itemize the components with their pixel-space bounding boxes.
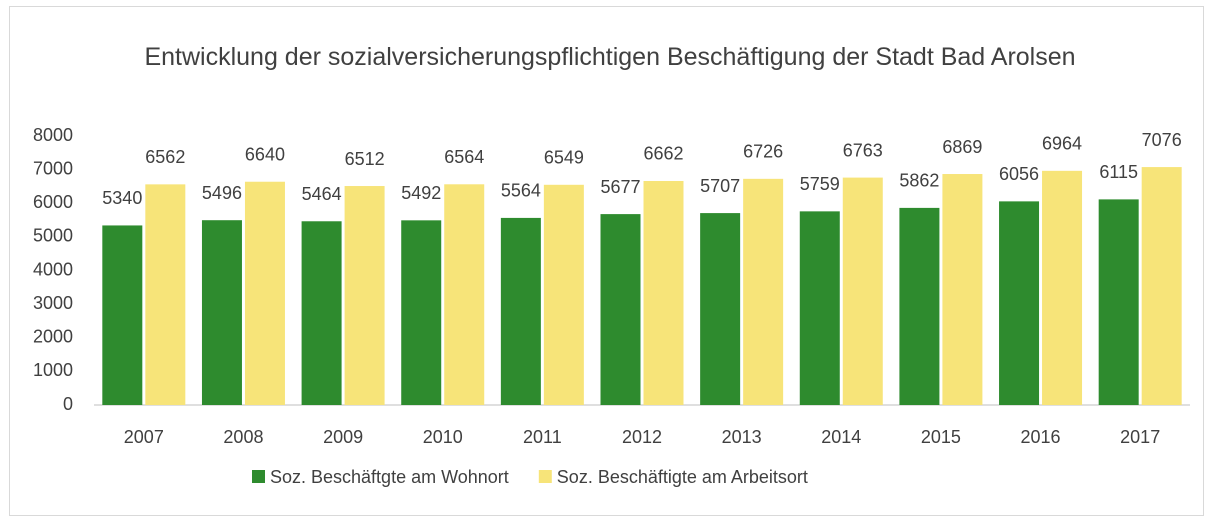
data-label: 6763 <box>843 140 883 160</box>
data-label: 6640 <box>245 144 285 164</box>
y-tick-label: 8000 <box>33 125 73 145</box>
data-label-bg <box>992 164 1047 187</box>
bar <box>500 217 541 405</box>
data-label-bg <box>835 140 890 163</box>
legend-swatch <box>538 470 552 483</box>
y-tick-label: 1000 <box>33 360 73 380</box>
bar <box>1098 199 1139 405</box>
data-label: 5492 <box>401 183 441 203</box>
data-label: 5862 <box>899 171 939 191</box>
data-label-bg <box>892 170 947 193</box>
bar <box>1141 167 1182 405</box>
bar <box>344 186 385 405</box>
bar <box>543 184 584 405</box>
data-label: 6662 <box>643 144 683 164</box>
y-tick-label: 6000 <box>33 192 73 212</box>
data-label-bg <box>1134 130 1189 153</box>
bar <box>743 178 784 405</box>
y-tick-label: 0 <box>63 394 73 414</box>
y-tick-label: 2000 <box>33 327 73 347</box>
bar <box>842 177 883 405</box>
data-label: 5677 <box>600 177 640 197</box>
data-label-bg <box>194 183 249 206</box>
data-label: 6549 <box>544 148 584 168</box>
chart-frame <box>9 6 1204 516</box>
data-label: 7076 <box>1142 130 1182 150</box>
y-tick-label: 7000 <box>33 158 73 178</box>
legend-label: Soz. Beschäftigte am Arbeitsort <box>557 467 808 487</box>
data-label-bg <box>337 149 392 172</box>
bar <box>999 201 1040 405</box>
data-label: 5464 <box>302 184 342 204</box>
y-tick-label: 3000 <box>33 293 73 313</box>
x-tick-label: 2009 <box>323 427 363 447</box>
data-label-bg <box>935 137 990 160</box>
legend-swatch <box>252 470 265 483</box>
bar <box>301 221 342 405</box>
x-tick-label: 2007 <box>124 427 164 447</box>
y-tick-label: 5000 <box>33 226 73 246</box>
bar <box>600 214 641 405</box>
data-label-bg <box>138 147 193 170</box>
data-label: 6115 <box>1099 162 1138 182</box>
data-label: 5759 <box>800 174 840 194</box>
bar <box>643 180 684 405</box>
data-label-bg <box>237 144 292 167</box>
data-label: 5564 <box>501 181 541 201</box>
bar <box>444 184 485 405</box>
data-label-bg <box>693 176 748 199</box>
data-label: 6869 <box>942 137 982 157</box>
data-label: 6056 <box>999 164 1039 184</box>
data-label-bg <box>593 177 648 200</box>
bar <box>145 184 186 405</box>
data-label-bg <box>536 147 591 170</box>
x-tick-label: 2011 <box>523 427 562 447</box>
legend-label: Soz. Beschäftgte am Wohnort <box>270 467 509 487</box>
data-label-bg <box>1035 133 1090 156</box>
x-tick-label: 2012 <box>622 427 662 447</box>
data-label: 6964 <box>1042 134 1082 154</box>
data-label: 6512 <box>345 149 385 169</box>
data-label-bg <box>792 174 847 197</box>
data-label: 6726 <box>743 142 783 162</box>
data-label-bg <box>736 141 791 164</box>
data-label: 6562 <box>145 147 185 167</box>
chart-title: Entwicklung der sozialversicherungspflic… <box>144 43 1076 71</box>
data-label-bg <box>1091 162 1146 185</box>
data-label-bg <box>493 180 548 203</box>
data-label-bg <box>636 143 691 166</box>
bar <box>899 207 940 405</box>
data-label: 6564 <box>444 147 484 167</box>
x-tick-label: 2014 <box>821 427 861 447</box>
bar <box>700 213 741 405</box>
data-label-bg <box>95 188 150 211</box>
x-tick-label: 2017 <box>1120 427 1160 447</box>
bar <box>102 225 143 405</box>
bar <box>244 181 285 405</box>
x-tick-label: 2010 <box>423 427 463 447</box>
x-tick-label: 2016 <box>1021 427 1061 447</box>
x-tick-label: 2008 <box>223 427 263 447</box>
bar <box>799 211 840 405</box>
y-tick-label: 4000 <box>33 259 73 279</box>
bar <box>401 220 442 405</box>
bar <box>942 174 983 405</box>
data-label-bg <box>294 184 349 207</box>
bar <box>1042 170 1083 405</box>
x-tick-label: 2015 <box>921 427 961 447</box>
data-label: 5340 <box>102 188 142 208</box>
data-label-bg <box>437 147 492 170</box>
x-tick-label: 2013 <box>722 427 762 447</box>
data-label: 5496 <box>202 183 242 203</box>
data-label-bg <box>394 183 449 206</box>
bar <box>201 220 242 405</box>
data-label: 5707 <box>700 176 740 196</box>
